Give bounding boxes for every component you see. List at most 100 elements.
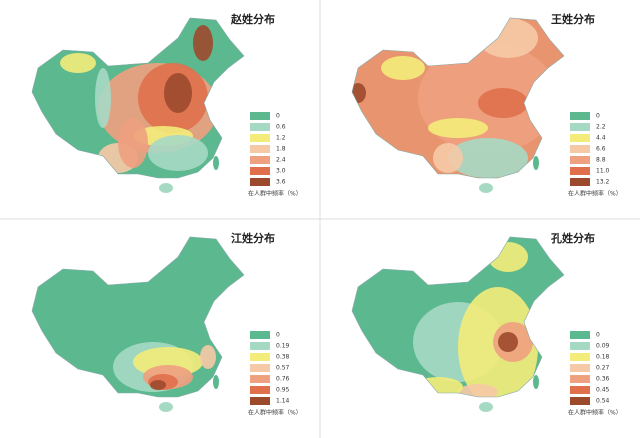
legend-caption: 在人群中频率（%） — [248, 409, 302, 417]
legend-swatch — [250, 331, 270, 339]
legend-label: 0.6 — [276, 124, 286, 131]
regions — [413, 242, 538, 397]
region — [458, 384, 498, 397]
legend-caption: 在人群中频率（%） — [568, 190, 622, 198]
map-panel — [31, 236, 245, 412]
regions — [60, 25, 218, 173]
legend-label: 0.09 — [596, 343, 610, 350]
legend-label: 0 — [276, 113, 280, 120]
legend-swatch — [570, 353, 590, 361]
legend-label: 0.76 — [276, 376, 290, 383]
panel-title: 赵姓分布 — [230, 12, 275, 26]
legend-label: 0.27 — [596, 365, 610, 372]
legend-swatch — [250, 364, 270, 372]
legend-swatch — [570, 364, 590, 372]
legend-label: 0.36 — [596, 376, 610, 383]
island — [533, 375, 539, 389]
legend-label: 0.19 — [276, 343, 290, 350]
legend-label: 0.45 — [596, 387, 610, 394]
region — [118, 118, 148, 168]
legend-label: 11.0 — [596, 168, 610, 175]
legend-swatch — [570, 178, 590, 186]
legend-label: 1.14 — [276, 398, 290, 405]
region — [148, 135, 208, 171]
island — [479, 183, 493, 193]
legend-label: 0 — [596, 332, 600, 339]
legend-label: 4.4 — [596, 135, 606, 142]
region — [164, 73, 192, 113]
legend-label: 0.54 — [596, 398, 610, 405]
region — [200, 345, 216, 369]
region — [193, 25, 213, 61]
legend-label: 0.38 — [276, 354, 290, 361]
region — [488, 242, 528, 272]
legend-swatch — [570, 397, 590, 405]
legend-label: 8.8 — [596, 157, 606, 164]
map-panel — [351, 236, 565, 412]
legend-label: 0.18 — [596, 354, 610, 361]
region — [150, 380, 166, 390]
panel-title: 孔姓分布 — [551, 231, 595, 245]
country-outline — [351, 236, 565, 398]
island — [533, 156, 539, 170]
legend-label: 6.6 — [596, 146, 606, 153]
region — [413, 377, 463, 397]
legend-swatch — [570, 156, 590, 164]
legend-label: 0.57 — [276, 365, 290, 372]
legend-label: 3.0 — [276, 168, 286, 175]
region — [498, 332, 518, 352]
legend-label: 2.2 — [596, 124, 606, 131]
country-outline — [31, 17, 245, 179]
legend-swatch — [250, 178, 270, 186]
legend-swatch — [570, 145, 590, 153]
island — [159, 402, 173, 412]
region — [478, 88, 528, 118]
map-panel — [31, 17, 245, 193]
legend-swatch — [250, 375, 270, 383]
region — [448, 138, 528, 178]
legend-swatch — [250, 112, 270, 120]
legend-label: 0 — [596, 113, 600, 120]
legend-caption: 在人群中频率（%） — [248, 190, 302, 198]
legend-swatch — [570, 123, 590, 131]
legend-swatch — [570, 112, 590, 120]
legend-swatch — [570, 375, 590, 383]
legend-swatch — [250, 397, 270, 405]
legend-swatch — [250, 353, 270, 361]
region — [428, 118, 488, 138]
panel-title: 江姓分布 — [231, 231, 275, 245]
island — [479, 402, 493, 412]
panel-title: 王姓分布 — [551, 12, 595, 26]
legend-label: 0.95 — [276, 387, 290, 394]
legend-swatch — [570, 386, 590, 394]
legend-swatch — [570, 167, 590, 175]
legend-swatch — [250, 156, 270, 164]
legend-swatch — [250, 134, 270, 142]
legend-label: 1.2 — [276, 135, 286, 142]
legend-swatch — [570, 134, 590, 142]
map-panel — [351, 17, 565, 193]
island — [213, 156, 219, 170]
legend-caption: 在人群中频率（%） — [568, 409, 622, 417]
legend-swatch — [250, 123, 270, 131]
legend-label: 13.2 — [596, 179, 610, 186]
legend-swatch — [250, 342, 270, 350]
legend-label: 0 — [276, 332, 280, 339]
region — [381, 56, 425, 80]
legend-swatch — [250, 386, 270, 394]
island — [213, 375, 219, 389]
legend-swatch — [250, 167, 270, 175]
region — [433, 143, 463, 173]
legend-swatch — [570, 331, 590, 339]
region — [60, 53, 96, 73]
region — [478, 18, 538, 58]
legend-swatch — [570, 342, 590, 350]
country-outline — [31, 236, 245, 398]
country-outline — [351, 17, 565, 179]
legend-label: 3.6 — [276, 179, 286, 186]
region — [95, 68, 111, 128]
island — [159, 183, 173, 193]
legend-swatch — [250, 145, 270, 153]
regions — [113, 342, 216, 392]
